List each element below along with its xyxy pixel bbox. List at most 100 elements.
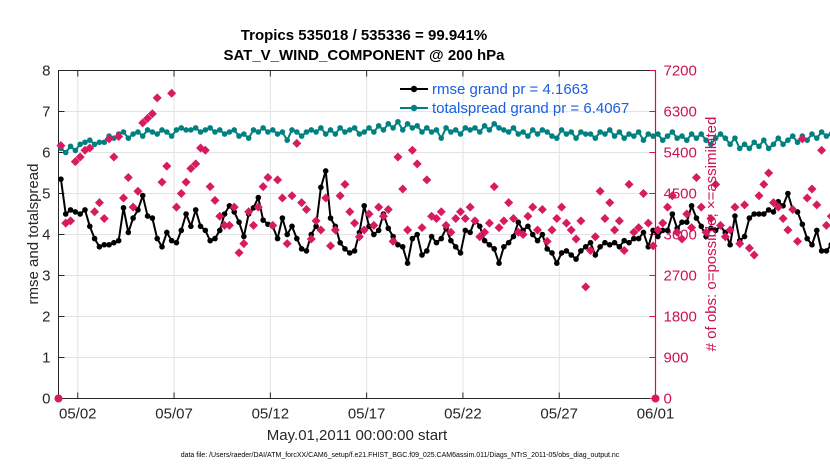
- spread-point: [139, 133, 146, 139]
- spread-point: [380, 127, 387, 133]
- obs-assimilated-marker: [234, 248, 244, 258]
- obs-assimilated-marker: [56, 141, 66, 151]
- spread-point: [154, 131, 160, 137]
- spread-point: [207, 125, 213, 131]
- rmse-point: [501, 244, 507, 250]
- rmse-point: [448, 237, 454, 244]
- obs-assimilated-marker: [783, 225, 793, 235]
- rmse-point: [159, 244, 165, 250]
- obs-assimilated-marker: [277, 193, 287, 203]
- spread-point: [592, 135, 599, 141]
- obs-assimilated-marker: [364, 209, 374, 219]
- spread-point: [688, 131, 695, 137]
- rmse-point: [683, 219, 690, 225]
- obs-assimilated-marker: [229, 202, 239, 212]
- rmse-point: [322, 168, 329, 174]
- obs-assimilated-marker: [518, 230, 528, 239]
- rmse-point: [202, 227, 209, 234]
- obs-assimilated-marker: [123, 173, 133, 183]
- obs-assimilated-marker: [576, 216, 586, 226]
- spread-point: [356, 131, 363, 137]
- spread-point: [159, 127, 165, 133]
- rmse-point: [799, 221, 806, 228]
- obs-assimilated-marker: [499, 216, 509, 226]
- rmse-point: [602, 239, 608, 246]
- obs-assimilated-marker: [634, 223, 644, 233]
- obs-assimilated-marker: [152, 93, 162, 103]
- spread-point: [751, 139, 757, 146]
- obs-assimilated-marker: [600, 214, 610, 224]
- x-tick-label: 05/27: [540, 406, 578, 423]
- spread-point: [424, 125, 430, 131]
- spread-point: [96, 139, 103, 146]
- spread-point: [289, 127, 295, 133]
- spread-point: [712, 135, 719, 141]
- spread-point: [260, 125, 266, 131]
- spread-point: [640, 137, 647, 143]
- spread-point: [765, 145, 772, 152]
- y-left-tick-label: 0: [42, 391, 50, 408]
- spread-point: [443, 125, 449, 131]
- x-tick-label: 05/12: [252, 406, 290, 423]
- series: [54, 88, 830, 403]
- spread-point: [62, 149, 69, 156]
- obs-assimilated-marker: [740, 200, 750, 210]
- rmse-point: [496, 260, 502, 267]
- obs-assimilated-marker: [658, 218, 668, 228]
- spread-point: [130, 131, 136, 137]
- rmse-point: [318, 184, 324, 191]
- rmse-point: [554, 260, 560, 267]
- rmse-point: [756, 211, 762, 217]
- spread-point: [679, 133, 685, 139]
- spread-point: [101, 139, 108, 146]
- obs-assimilated-marker: [706, 214, 716, 224]
- y-left-tick-label: 2: [42, 309, 50, 326]
- obs-assimilated-marker: [807, 184, 817, 194]
- obs-assimilated-marker: [475, 232, 485, 242]
- rmse-point: [183, 211, 189, 217]
- spread-point: [269, 127, 276, 133]
- rmse-point: [231, 209, 238, 215]
- rmse-point: [313, 223, 319, 230]
- spread-point: [419, 129, 425, 135]
- obs-assimilated-marker: [581, 282, 591, 292]
- rmse-point: [529, 231, 536, 238]
- rmse-point: [433, 239, 440, 246]
- rmse-point: [746, 215, 753, 221]
- y-left-tick-label: 3: [42, 268, 50, 285]
- obs-assimilated-marker: [624, 179, 634, 189]
- spread-point: [578, 129, 584, 135]
- spread-point: [481, 123, 488, 129]
- spread-point: [409, 125, 416, 131]
- obs-assimilated-marker: [629, 227, 639, 237]
- spread-point: [587, 131, 594, 137]
- spread-point: [366, 125, 372, 131]
- obs-assimilated-marker: [672, 227, 682, 237]
- obs-assimilated-marker: [764, 168, 774, 178]
- rmse-point: [298, 246, 305, 252]
- spread-point: [168, 133, 175, 139]
- obs-assimilated-marker: [638, 189, 648, 198]
- obs-assimilated-marker: [210, 195, 220, 205]
- spread-point: [659, 137, 666, 143]
- spread-point: [717, 131, 724, 137]
- obs-assimilated-marker: [484, 218, 494, 228]
- obs-assimilated-marker: [547, 225, 557, 235]
- spread-point: [525, 133, 531, 139]
- rmse-point: [135, 207, 141, 213]
- obs-assimilated-marker: [128, 202, 138, 212]
- spread-point: [476, 129, 483, 135]
- obs-assimilated-marker: [643, 218, 653, 228]
- rmse-point: [818, 248, 825, 254]
- spread-point: [462, 125, 469, 131]
- obs-assimilated-marker: [354, 232, 364, 242]
- obs-assimilated-marker: [321, 193, 331, 203]
- spread-point: [539, 127, 546, 133]
- obs-assimilated-marker: [239, 239, 249, 249]
- obs-assimilated-marker: [99, 214, 109, 224]
- obs-assimilated-marker: [711, 179, 721, 189]
- spread-point: [626, 131, 632, 137]
- rmse-point: [631, 235, 637, 242]
- spread-point: [693, 135, 700, 141]
- rmse-point: [144, 213, 151, 219]
